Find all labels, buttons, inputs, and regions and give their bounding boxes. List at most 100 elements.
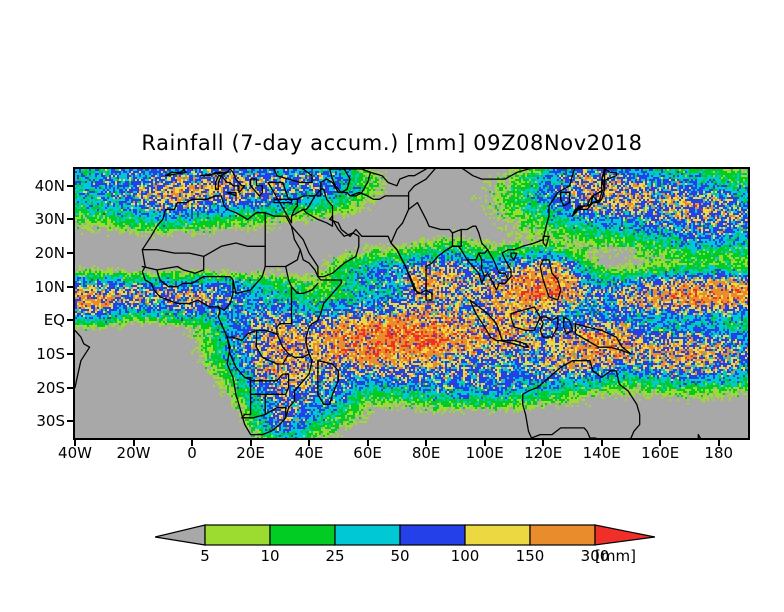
colorbar-underflow-arrow [155,524,206,546]
x-axis-tick [366,439,369,446]
coastline-path [255,329,290,365]
x-axis-label: 100E [465,444,504,462]
coastline-path [486,249,512,281]
coastline-path [75,329,91,389]
x-axis-tick [542,439,545,446]
coastline-path [390,201,489,261]
coastline-path [249,178,263,197]
coastline-path [244,376,252,395]
y-axis-label: EQ [43,311,65,330]
coastline-path [317,360,339,406]
coastline-path [522,360,641,438]
coastline-path [267,181,299,224]
y-axis-tick [67,184,74,187]
coastline-path [203,242,266,295]
coastline-path [407,169,531,211]
colorbar: [mm] 5 10 25 50 100 150 300 [155,521,655,573]
colorbar-tick-label: 150 [515,547,545,565]
coastline-path [469,299,503,342]
y-axis-label: 10S [36,344,65,363]
coastline-path [571,169,617,217]
coastline-path [498,339,530,348]
colorbar-segment [399,524,466,546]
colorbar-tick-label: 100 [450,547,480,565]
coastline-path [697,433,702,438]
colorbar-tick-label: 300 [580,547,610,565]
colorbar-segment [464,524,531,546]
x-axis-tick [425,439,428,446]
y-axis-label: 10N [34,277,65,296]
y-axis-tick [67,218,74,221]
x-axis-label: 20E [236,444,265,462]
coastline-path [560,191,571,207]
x-axis-label: 160E [641,444,680,462]
x-axis-tick [74,439,76,446]
x-axis-tick [659,439,662,446]
coastline-path [349,191,410,200]
colorbar-tick-label: 50 [390,547,410,565]
coastline-path [264,249,301,268]
coastline-path [542,235,550,247]
colorbar-tick-label: 10 [260,547,280,565]
coastline-path [141,195,342,436]
x-axis-tick [483,439,486,446]
colorbar-tick-label: 25 [325,547,345,565]
y-axis-label: 20N [34,244,65,263]
coastline-path [302,195,316,211]
coastline-path [314,188,322,197]
y-axis-label: 40N [34,176,65,195]
colorbar-overflow-arrow [594,524,655,546]
colorbar-segment [269,524,336,546]
coastline-path [510,252,518,261]
coastline-path [141,249,205,274]
x-axis-label: 40W [58,444,92,462]
coastline-path [226,329,278,342]
y-axis-tick [67,420,74,423]
colorbar-segment [334,524,401,546]
coastline-path [156,269,234,311]
x-axis-tick [132,439,135,446]
coastline-path [457,228,462,247]
x-axis-tick [600,439,603,446]
coastline-path [200,169,246,194]
coastline-path [285,265,319,295]
y-axis-label: 30N [34,210,65,229]
x-axis-label: 20W [116,444,151,462]
y-axis-tick [67,285,74,288]
y-axis-tick [67,386,74,389]
rainfall-map-panel [73,167,750,440]
colorbar-segment [204,524,271,546]
coastline-path [328,169,351,194]
colorbar-tick-label: 5 [200,547,210,565]
colorbar-unit-label: [mm] [595,547,636,565]
y-axis-label: 20S [36,378,65,397]
x-axis-label: 140E [582,444,621,462]
x-axis-tick [308,439,311,446]
coastline-path [290,208,334,227]
coastline-path [273,169,313,184]
x-axis-label: 80E [411,444,441,462]
x-axis-label: 180 [704,444,734,462]
coastline-path [390,242,421,295]
y-axis-label: 30S [36,412,65,431]
x-axis-tick [191,439,194,446]
coastline-path [296,188,322,200]
coastline-path [563,316,574,335]
coastline-path [273,198,293,204]
coastline-path [276,286,310,358]
coastline-path [349,171,372,197]
x-axis-label: 60E [353,444,382,462]
coastline-path [510,306,541,332]
y-axis-tick [67,252,74,255]
page-title: Rainfall (7-day accum.) [mm] 09Z08Nov201… [141,131,643,155]
x-axis-tick [249,439,252,446]
y-axis-tick [67,319,74,322]
y-axis-tick [67,352,74,355]
coastline-path [226,336,290,419]
coastline-path [574,323,632,355]
x-axis-tick [717,439,720,446]
coastline-path [539,316,559,338]
coastline-path [328,169,428,187]
x-axis-label: 120E [524,444,563,462]
coastline-path [226,191,237,197]
